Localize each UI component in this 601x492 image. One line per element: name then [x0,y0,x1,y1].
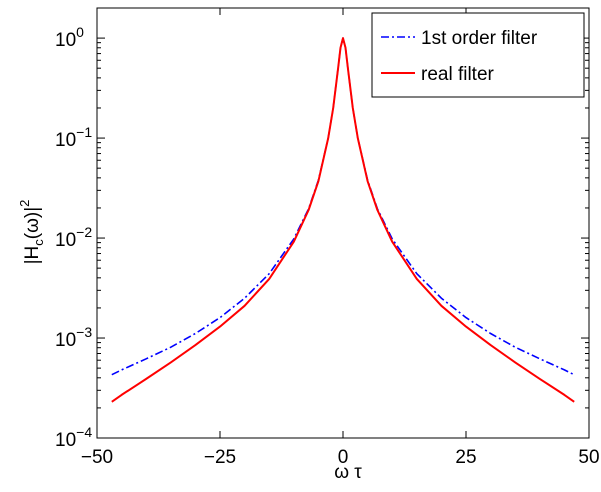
y-axis-label: |Hc(ω)|2 [17,200,46,265]
series-line-2 [111,37,575,403]
series-layer [111,37,575,403]
legend-label-2: real filter [421,64,495,85]
y-axis-label-superscript: 2 [17,200,32,207]
y-tick-label: 10−4 [55,424,92,451]
x-tick-label: 50 [578,447,599,468]
y-axis-label-mid: (ω)| [22,207,43,239]
legend-box [371,12,585,98]
legend-label-1: 1st order filter [421,28,538,49]
x-tick-label: 0 [338,447,349,468]
legend: 1st order filter real filter [371,12,585,98]
y-tick-label: 10−3 [55,324,92,351]
y-axis-label-main: |H [22,246,43,265]
ticks-layer: −50 −25 0 25 50 10−4 10−3 10−2 10−1 100 [55,7,600,468]
y-tick-label: 10−1 [55,124,92,151]
x-tick-label: −50 [81,447,113,468]
y-tick-label: 10−2 [55,224,92,251]
x-tick-label: −25 [204,447,236,468]
y-axis-label-subscript: c [31,239,46,246]
x-tick-label: 25 [455,447,476,468]
y-tick-label: 100 [55,24,84,51]
x-axis-label: ω τ [334,462,362,483]
